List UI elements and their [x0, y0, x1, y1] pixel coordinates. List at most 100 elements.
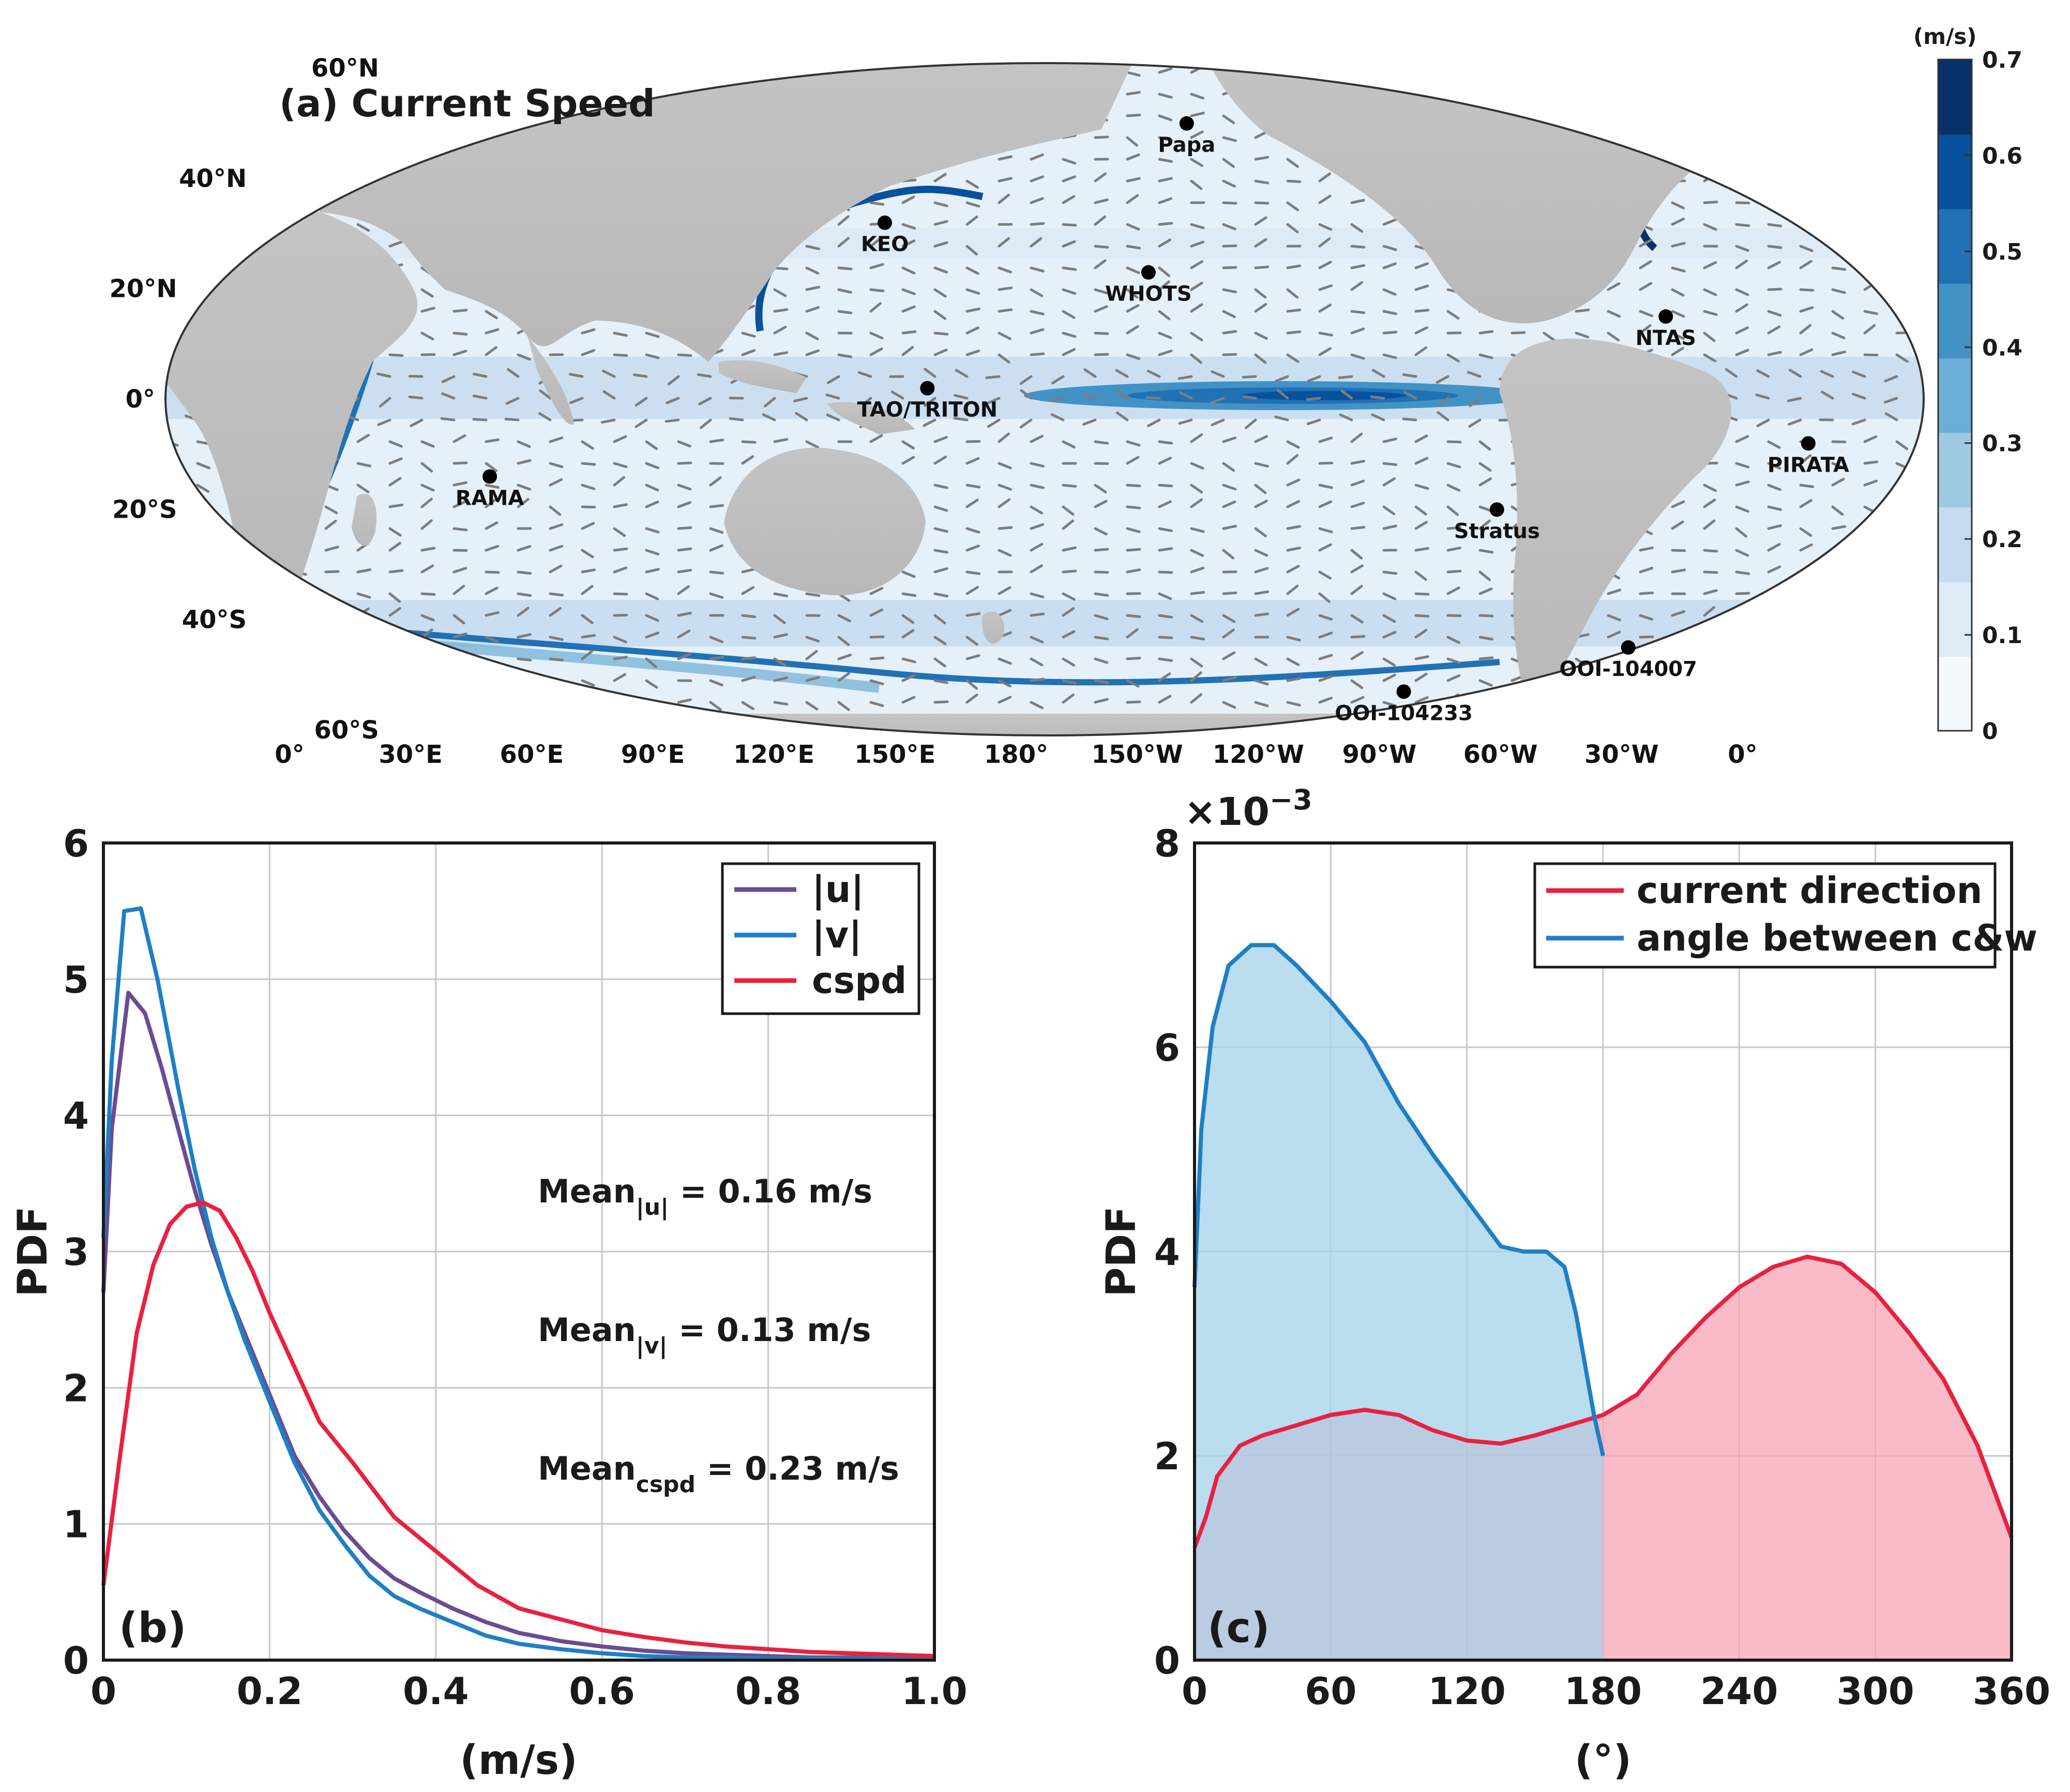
- current-vector: [1286, 500, 1301, 508]
- mooring-station-label: Stratus: [1454, 519, 1540, 543]
- current-vector: [1094, 548, 1109, 552]
- colorbar-block: [1938, 656, 1972, 731]
- current-vector: [228, 151, 241, 161]
- current-vector: [1446, 546, 1462, 552]
- current-vector: [1831, 505, 1844, 516]
- current-vector: [1895, 519, 1908, 530]
- current-vector: [805, 592, 821, 597]
- current-vector: [1607, 131, 1621, 139]
- current-vector: [1030, 505, 1044, 515]
- current-vector: [965, 570, 981, 575]
- current-vector: [825, 393, 840, 400]
- current-vector: [1703, 700, 1718, 704]
- current-vector: [1437, 411, 1449, 421]
- current-vector: [356, 568, 372, 574]
- current-vector: [1767, 245, 1782, 249]
- current-vector: [1222, 223, 1236, 231]
- current-vector: [420, 547, 436, 552]
- current-vector: [1799, 324, 1812, 335]
- current-vector: [1607, 71, 1621, 80]
- current-vector: [260, 701, 276, 706]
- current-vector: [677, 585, 690, 595]
- current-vector: [452, 350, 467, 356]
- current-vector: [569, 397, 584, 404]
- current-vector: [549, 462, 564, 469]
- current-vector: [1382, 630, 1397, 639]
- current-vector: [998, 696, 1012, 704]
- current-vector: [1382, 673, 1396, 682]
- current-vector: [260, 67, 275, 74]
- current-vector: [1350, 264, 1366, 269]
- current-vector: [356, 679, 370, 689]
- current-vector: [805, 650, 818, 660]
- current-vector: [517, 679, 530, 690]
- current-vector: [1639, 113, 1654, 117]
- current-vector: [1831, 701, 1844, 712]
- current-vector: [857, 371, 872, 378]
- longitude-label: 0°: [275, 740, 304, 769]
- current-vector: [1030, 543, 1044, 552]
- current-vector: [1177, 375, 1193, 380]
- current-vector: [1222, 266, 1237, 269]
- longitude-label: 180°: [984, 740, 1048, 769]
- current-vector: [837, 288, 852, 294]
- colorbar-block: [1938, 507, 1972, 582]
- colorbar-block: [1938, 432, 1972, 508]
- current-vector: [1339, 413, 1353, 421]
- current-vector: [1350, 327, 1365, 335]
- current-vector: [1671, 332, 1685, 340]
- current-vector: [420, 288, 434, 298]
- current-vector: [901, 629, 915, 639]
- current-vector: [1799, 614, 1813, 623]
- current-vector: [196, 679, 211, 685]
- colorbar-block: [1938, 134, 1972, 209]
- current-vector: [1254, 156, 1270, 161]
- current-vector: [1030, 523, 1045, 530]
- current-vector: [1062, 505, 1075, 516]
- current-vector: [165, 586, 178, 595]
- current-vector: [1254, 567, 1269, 574]
- current-vector: [1286, 353, 1300, 363]
- current-vector: [1286, 584, 1299, 595]
- current-vector: [1094, 288, 1109, 295]
- current-vector: [1254, 701, 1269, 707]
- current-vector: [1190, 179, 1203, 190]
- current-vector: [1030, 222, 1045, 226]
- current-vector: [613, 701, 627, 710]
- current-vector: [549, 564, 563, 574]
- current-vector: [1671, 201, 1685, 209]
- current-vector: [165, 367, 167, 378]
- current-vector: [485, 636, 499, 643]
- current-vector: [1767, 462, 1781, 470]
- current-vector: [292, 651, 306, 660]
- current-vector: [1254, 216, 1267, 226]
- current-vector: [677, 611, 692, 617]
- current-vector: [1190, 223, 1205, 230]
- current-vector: [869, 586, 884, 595]
- current-vector: [998, 484, 1013, 491]
- current-vector: [1863, 588, 1878, 595]
- current-vector: [260, 570, 273, 581]
- current-vector: [699, 418, 712, 429]
- current-vector: [986, 397, 1001, 405]
- current-vector: [1895, 614, 1910, 622]
- current-vector: [773, 325, 787, 335]
- current-vector: [1639, 722, 1653, 731]
- mean-annotation: Mean|u| = 0.16 m/s: [538, 1172, 872, 1221]
- current-vector: [1607, 630, 1621, 639]
- current-vector: [260, 152, 274, 161]
- x-tick-label: 300: [1837, 1669, 1914, 1713]
- current-vector: [1703, 223, 1717, 231]
- current-vector: [1414, 672, 1428, 682]
- current-vector: [356, 433, 370, 443]
- current-vector: [260, 636, 275, 643]
- current-vector: [869, 201, 885, 206]
- current-vector: [356, 134, 372, 139]
- current-vector: [1799, 719, 1814, 726]
- current-vector: [1671, 266, 1686, 273]
- current-vector: [504, 417, 520, 421]
- current-vector: [1478, 505, 1493, 513]
- current-vector: [933, 636, 947, 645]
- current-vector: [165, 675, 178, 682]
